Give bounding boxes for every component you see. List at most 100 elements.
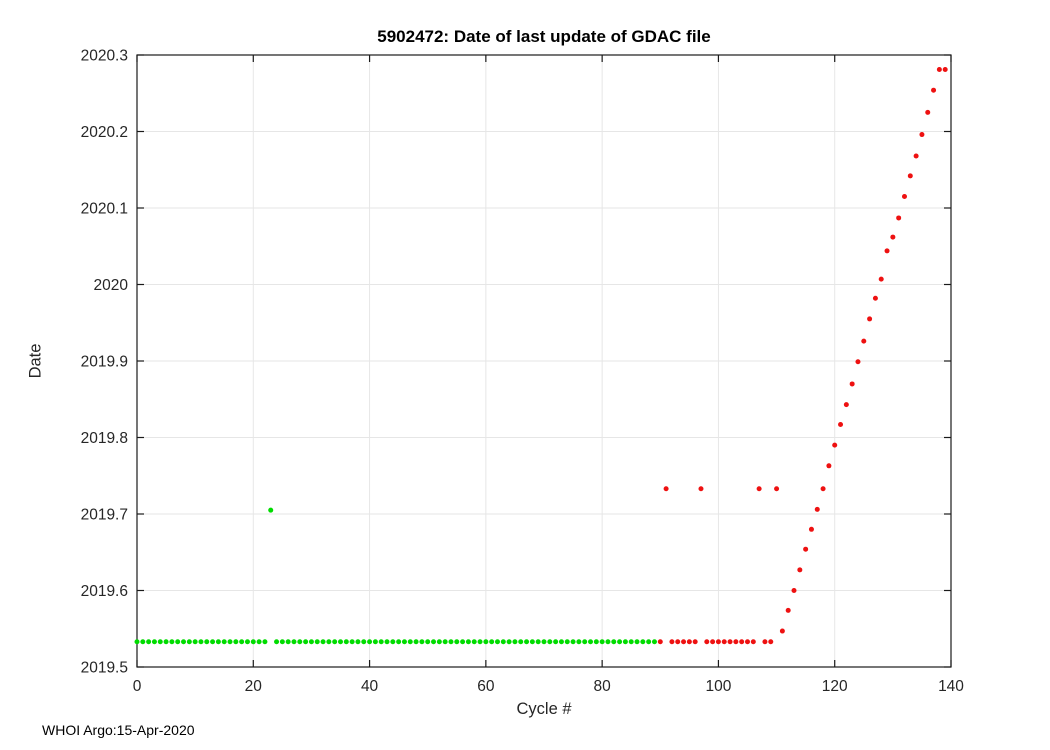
x-tick-label: 80 xyxy=(594,678,612,695)
data-point-green xyxy=(390,639,396,645)
data-point-green xyxy=(338,639,343,645)
data-point-green xyxy=(169,639,175,645)
data-point-red xyxy=(669,639,675,645)
data-point-green xyxy=(518,639,524,645)
data-point-green xyxy=(512,639,518,645)
data-point-green xyxy=(611,639,617,645)
data-point-green xyxy=(558,639,564,645)
data-point-green xyxy=(564,639,570,645)
data-point-red xyxy=(925,109,931,115)
x-tick-label: 0 xyxy=(133,678,142,695)
data-point-green xyxy=(210,639,216,645)
data-point-red xyxy=(745,639,750,645)
data-point-green xyxy=(477,639,483,645)
data-point-green xyxy=(204,639,210,645)
data-point-green xyxy=(262,639,268,645)
data-point-green xyxy=(134,639,140,645)
data-point-green xyxy=(163,639,169,645)
y-tick-label: 2019.6 xyxy=(81,583,128,600)
y-tick-label: 2020.3 xyxy=(81,48,128,65)
data-point-green xyxy=(349,639,355,645)
data-point-green xyxy=(640,639,646,645)
data-point-red xyxy=(797,567,803,573)
data-point-red xyxy=(861,338,867,344)
x-tick-label: 140 xyxy=(938,678,964,695)
data-point-red xyxy=(710,639,716,645)
data-point-red xyxy=(756,486,762,492)
data-point-green xyxy=(268,507,274,513)
data-point-green xyxy=(448,639,454,645)
data-point-green xyxy=(396,639,402,645)
y-tick-label: 2019.9 xyxy=(81,354,128,371)
data-point-red xyxy=(826,463,832,469)
data-point-green xyxy=(442,639,448,645)
data-point-red xyxy=(739,639,745,645)
data-point-green xyxy=(297,639,303,645)
data-point-red xyxy=(791,588,797,593)
data-point-green xyxy=(384,639,390,645)
data-point-red xyxy=(867,316,873,322)
data-point-green xyxy=(460,639,466,645)
data-point-green xyxy=(506,639,512,645)
data-point-red xyxy=(704,639,710,645)
data-point-green xyxy=(553,639,559,645)
data-point-green xyxy=(192,639,198,645)
data-point-green xyxy=(244,639,250,645)
y-tick-label: 2020.1 xyxy=(81,201,128,218)
data-point-green xyxy=(524,639,530,645)
data-point-green xyxy=(256,639,262,645)
data-point-red xyxy=(727,639,733,645)
data-point-red xyxy=(681,639,687,645)
data-point-red xyxy=(808,526,814,532)
data-point-red xyxy=(750,639,756,645)
data-point-green xyxy=(489,639,495,645)
data-point-red xyxy=(768,639,774,645)
data-point-red xyxy=(820,486,826,492)
data-point-green xyxy=(401,639,407,645)
data-point-green xyxy=(634,639,640,645)
data-point-red xyxy=(803,546,809,552)
data-point-green xyxy=(500,639,506,645)
data-point-green xyxy=(646,639,652,645)
data-point-green xyxy=(547,639,553,645)
data-point-green xyxy=(175,639,181,645)
data-point-green xyxy=(535,639,541,645)
data-point-green xyxy=(372,639,378,645)
data-point-red xyxy=(855,359,861,365)
data-point-red xyxy=(733,639,739,645)
data-point-green xyxy=(617,639,623,645)
data-point-green xyxy=(343,639,349,645)
data-point-green xyxy=(303,639,309,645)
data-point-green xyxy=(355,639,361,645)
y-axis-label: Date xyxy=(26,343,45,379)
data-point-green xyxy=(198,639,204,645)
data-point-green xyxy=(431,639,437,645)
data-point-green xyxy=(541,639,547,645)
data-point-red xyxy=(878,276,884,282)
data-point-green xyxy=(320,639,326,645)
y-tick-label: 2019.5 xyxy=(81,660,128,677)
data-point-red xyxy=(721,639,727,645)
data-point-green xyxy=(250,639,256,645)
data-point-red xyxy=(838,421,844,427)
data-point-red xyxy=(849,381,855,387)
data-point-red xyxy=(762,639,768,645)
data-point-green xyxy=(151,639,157,645)
data-point-green xyxy=(419,639,425,645)
data-point-green xyxy=(582,639,588,645)
data-point-green xyxy=(651,639,657,645)
data-point-red xyxy=(785,607,791,613)
data-point-red xyxy=(890,234,896,240)
data-point-green xyxy=(215,639,221,645)
data-point-green xyxy=(413,639,419,645)
y-tick-label: 2019.8 xyxy=(81,430,128,447)
data-point-red xyxy=(663,486,669,492)
data-point-green xyxy=(454,639,460,645)
data-point-green xyxy=(233,639,239,645)
data-point-red xyxy=(872,295,878,301)
data-point-red xyxy=(692,639,698,645)
data-point-green xyxy=(140,639,146,645)
data-point-green xyxy=(326,639,332,645)
x-tick-label: 40 xyxy=(361,678,379,695)
